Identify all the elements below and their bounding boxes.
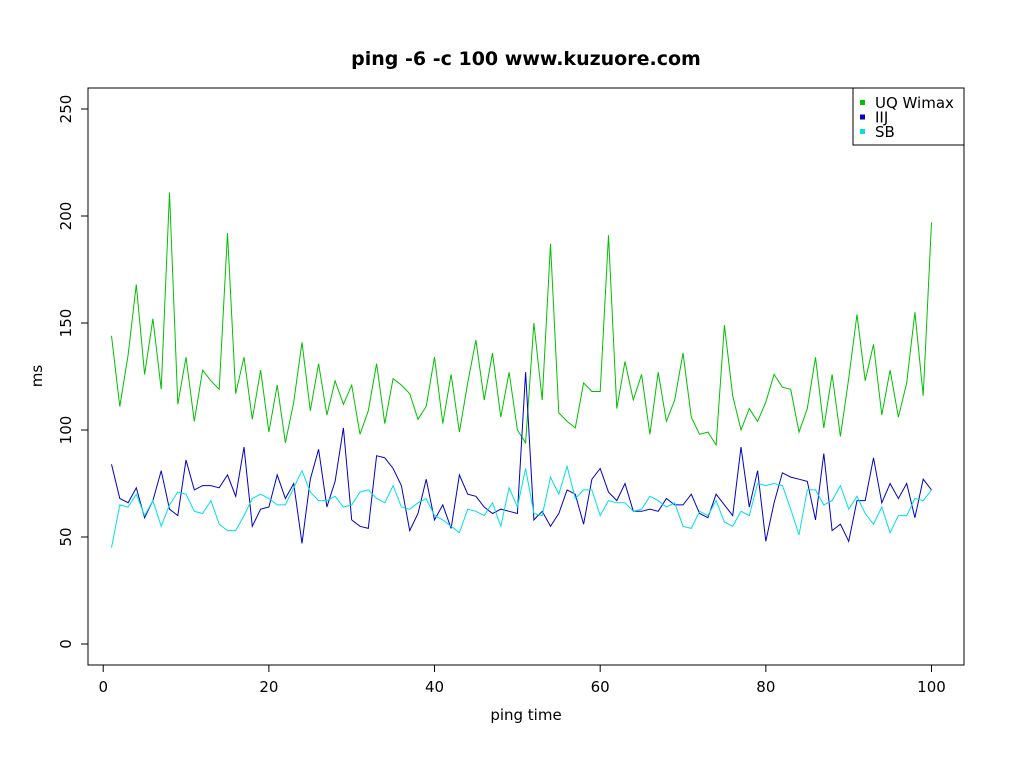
x-tick-label: 100 — [917, 678, 946, 696]
y-tick-label: 200 — [57, 202, 75, 231]
y-axis-label: ms — [28, 365, 46, 388]
y-tick-label: 0 — [57, 639, 75, 649]
legend-label-iij: IIJ — [875, 109, 888, 127]
y-tick-label: 150 — [57, 309, 75, 338]
y-tick-label: 100 — [57, 416, 75, 445]
legend-label-sb: SB — [875, 123, 895, 141]
series-line-iij — [111, 372, 932, 544]
y-tick-label: 250 — [57, 95, 75, 124]
x-axis-label: ping time — [490, 706, 561, 724]
chart-title: ping -6 -c 100 www.kuzuore.com — [351, 48, 701, 70]
x-tick-label: 60 — [591, 678, 610, 696]
series-line-sb — [111, 464, 932, 548]
legend-swatch-sb — [860, 129, 865, 134]
series-group — [111, 192, 932, 548]
x-tick-label: 80 — [756, 678, 775, 696]
x-tick-label: 20 — [259, 678, 278, 696]
y-tick-label: 50 — [57, 527, 75, 546]
x-tick-label: 40 — [425, 678, 444, 696]
x-tick-label: 0 — [98, 678, 108, 696]
legend-swatch-iij — [860, 114, 865, 120]
legend-swatch-uq-wimax — [860, 100, 865, 105]
series-line-uq-wimax — [111, 192, 932, 447]
x-axis: 0 20 40 60 80 100 — [98, 664, 946, 696]
legend-box — [852, 87, 965, 146]
y-axis: 0 50 100 150 200 250 — [57, 95, 89, 649]
legend-label-uq-wimax: UQ Wimax — [875, 94, 954, 112]
